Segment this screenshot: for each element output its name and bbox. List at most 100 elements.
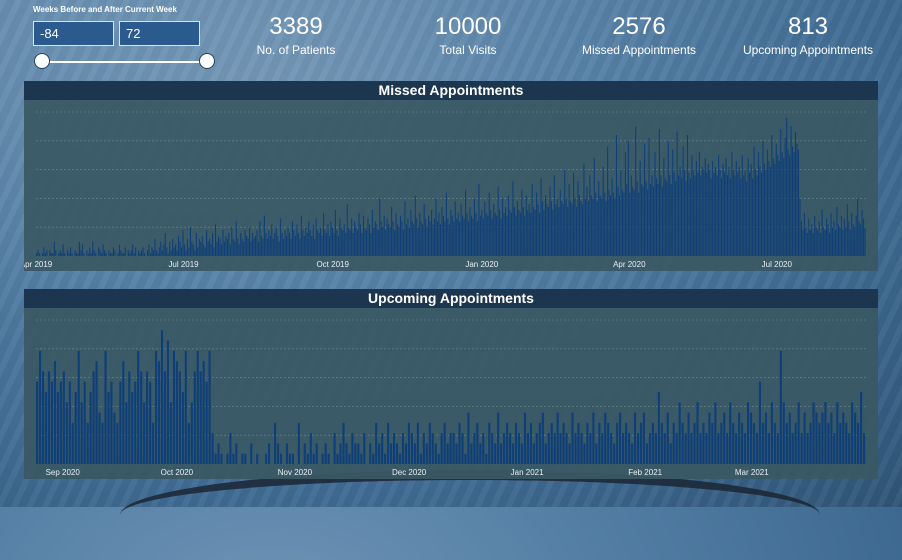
chart-bar[interactable] <box>577 181 579 256</box>
chart-bar[interactable] <box>184 350 187 464</box>
chart-bar[interactable] <box>399 215 402 256</box>
chart-bar[interactable] <box>440 433 443 464</box>
chart-bar[interactable] <box>179 241 181 256</box>
chart-bar[interactable] <box>556 198 558 256</box>
chart-bar[interactable] <box>216 241 218 256</box>
chart-bar[interactable] <box>476 221 478 256</box>
chart-bar[interactable] <box>311 235 313 256</box>
chart-bar[interactable] <box>198 238 200 256</box>
chart-bar[interactable] <box>229 244 231 256</box>
chart-bar[interactable] <box>90 253 92 256</box>
chart-bar[interactable] <box>468 221 470 256</box>
chart-bar[interactable] <box>443 422 446 464</box>
chart-bar[interactable] <box>604 412 607 464</box>
chart-bar[interactable] <box>152 250 154 256</box>
chart-bar[interactable] <box>204 247 206 256</box>
chart-bar[interactable] <box>71 253 73 256</box>
chart-bar[interactable] <box>283 238 285 256</box>
chart-bar[interactable] <box>133 253 135 256</box>
chart-bar[interactable] <box>401 433 405 464</box>
chart-bar[interactable] <box>829 232 831 256</box>
chart-bar[interactable] <box>285 443 289 464</box>
chart-bar[interactable] <box>783 158 785 256</box>
chart-bar[interactable] <box>503 433 506 464</box>
chart-bar[interactable] <box>419 453 422 464</box>
chart-bar[interactable] <box>119 381 122 464</box>
chart-bar[interactable] <box>386 218 388 256</box>
chart-bar[interactable] <box>699 433 702 464</box>
chart-bar[interactable] <box>589 175 591 256</box>
chart-bar[interactable] <box>654 433 657 464</box>
chart-bar[interactable] <box>280 218 282 256</box>
range-slider-low-handle[interactable] <box>34 53 50 69</box>
chart-bar[interactable] <box>231 227 233 256</box>
chart-bar[interactable] <box>244 230 246 256</box>
chart-bar[interactable] <box>303 235 305 256</box>
chart-bar[interactable] <box>544 195 547 256</box>
chart-bar[interactable] <box>408 227 410 256</box>
chart-bar[interactable] <box>197 247 199 256</box>
chart-bar[interactable] <box>617 186 619 256</box>
chart-bar[interactable] <box>470 215 473 256</box>
chart-bar[interactable] <box>327 224 329 256</box>
chart-bar[interactable] <box>642 412 646 464</box>
chart-bar[interactable] <box>296 224 298 256</box>
chart-bar[interactable] <box>755 169 757 256</box>
chart-bar[interactable] <box>346 204 348 256</box>
chart-bar[interactable] <box>794 132 797 256</box>
chart-bar[interactable] <box>268 443 271 464</box>
chart-bar[interactable] <box>92 371 95 464</box>
range-slider-high-handle[interactable] <box>199 53 215 69</box>
chart-bar[interactable] <box>166 340 170 464</box>
chart-bar[interactable] <box>553 433 556 464</box>
chart-bar[interactable] <box>840 215 842 256</box>
chart-bar[interactable] <box>226 238 228 256</box>
chart-bar[interactable] <box>273 422 277 464</box>
chart-bar[interactable] <box>669 443 672 464</box>
chart-bar[interactable] <box>226 453 229 464</box>
chart-bar[interactable] <box>124 247 126 256</box>
chart-bar[interactable] <box>340 227 342 256</box>
chart-bar[interactable] <box>181 392 184 464</box>
chart-bar[interactable] <box>744 169 746 256</box>
chart-bar[interactable] <box>839 227 841 256</box>
chart-bar[interactable] <box>357 230 359 256</box>
chart-bar[interactable] <box>170 250 172 256</box>
chart-bar[interactable] <box>442 215 444 256</box>
chart-bar[interactable] <box>215 224 217 256</box>
chart-bar[interactable] <box>74 392 77 464</box>
chart-bar[interactable] <box>708 412 711 464</box>
chart-bar[interactable] <box>500 443 503 464</box>
chart-bar[interactable] <box>854 412 857 464</box>
chart-bar[interactable] <box>373 227 375 256</box>
chart-bar[interactable] <box>787 149 789 256</box>
chart-bar[interactable] <box>526 433 529 464</box>
chart-bar[interactable] <box>863 218 865 256</box>
chart-bar[interactable] <box>776 433 779 464</box>
chart-bar[interactable] <box>550 422 553 464</box>
chart-bar[interactable] <box>552 209 554 256</box>
chart-bar[interactable] <box>623 192 625 256</box>
chart-bar[interactable] <box>324 443 327 464</box>
chart-bar[interactable] <box>711 422 714 464</box>
chart-bar[interactable] <box>537 204 539 256</box>
chart-bar[interactable] <box>151 247 153 256</box>
chart-bar[interactable] <box>700 175 702 256</box>
chart-bar[interactable] <box>855 215 857 256</box>
chart-bar[interactable] <box>558 207 560 256</box>
chart-bar[interactable] <box>768 160 770 256</box>
chart-bar[interactable] <box>648 137 650 256</box>
chart-bar[interactable] <box>169 241 171 256</box>
chart-bar[interactable] <box>93 250 95 256</box>
chart-bar[interactable] <box>722 163 724 256</box>
chart-bar[interactable] <box>114 250 116 256</box>
chart-bar[interactable] <box>113 412 116 464</box>
chart-bar[interactable] <box>744 433 747 464</box>
chart-bar[interactable] <box>574 198 576 256</box>
chart-bar[interactable] <box>755 433 759 464</box>
chart-bar[interactable] <box>49 250 51 256</box>
chart-bar[interactable] <box>302 230 304 256</box>
chart-bar[interactable] <box>351 433 354 464</box>
chart-bar[interactable] <box>286 235 288 256</box>
chart-bar[interactable] <box>820 232 822 256</box>
